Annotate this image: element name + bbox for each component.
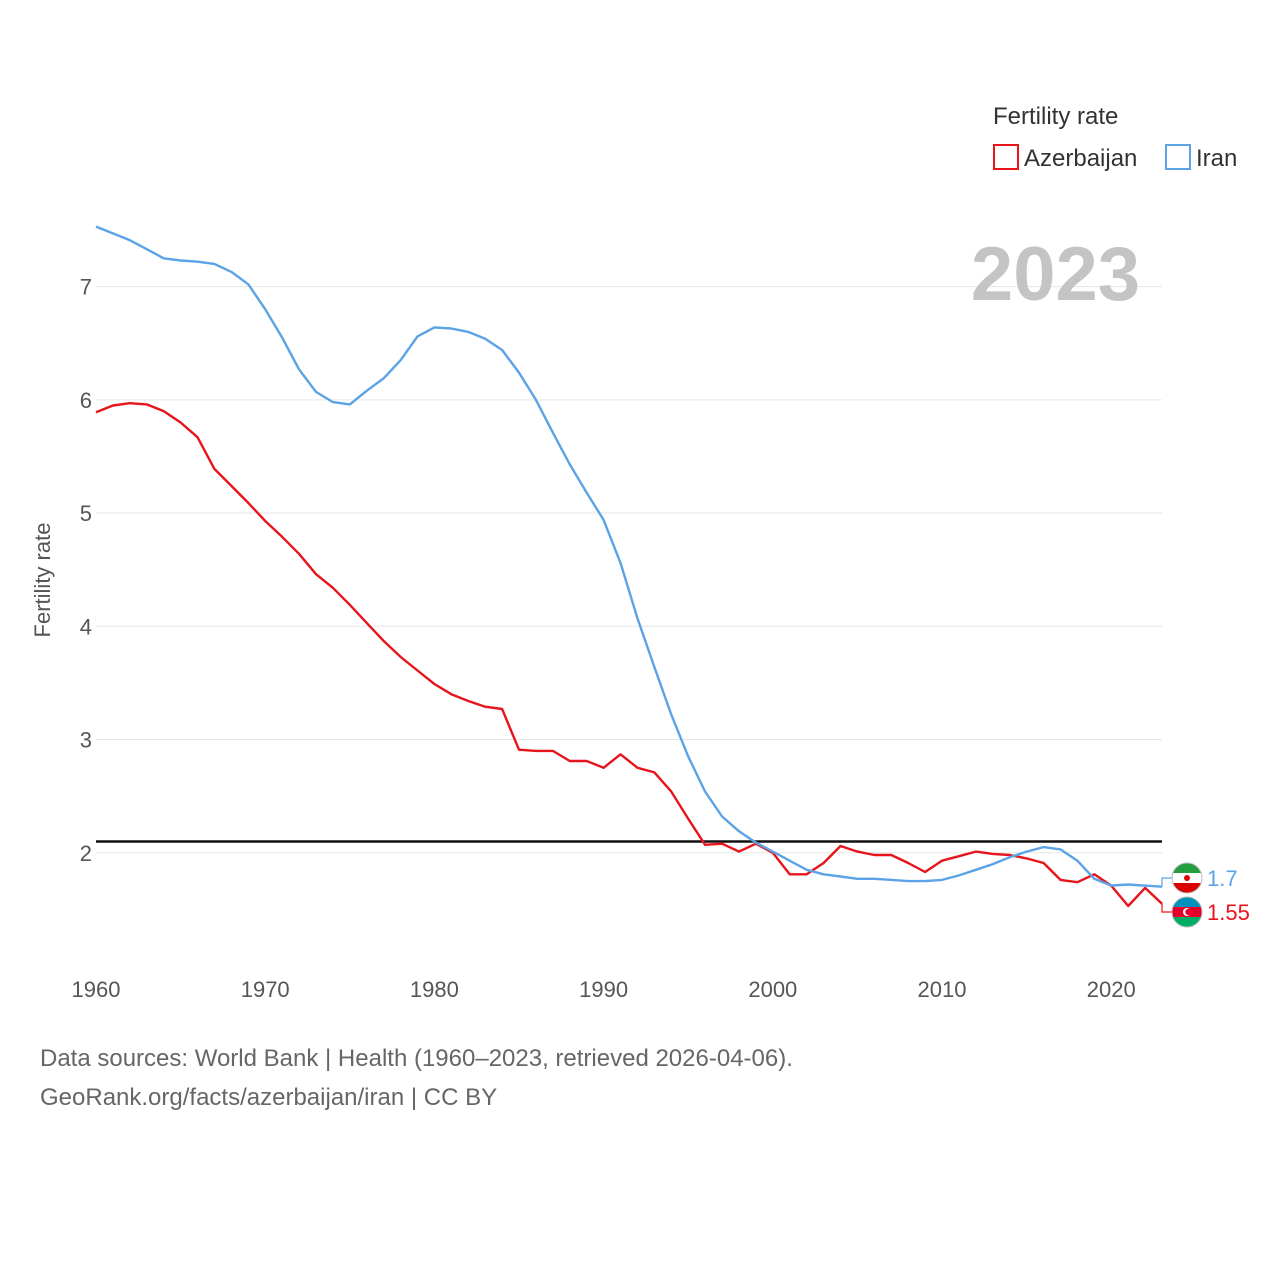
end-value-label-azerbaijan: 1.55: [1207, 900, 1250, 925]
end-value-label-iran: 1.7: [1207, 866, 1238, 891]
end-connector-iran: [1161, 877, 1172, 887]
legend-label-azerbaijan: Azerbaijan: [1024, 145, 1137, 172]
year-label: 2023: [971, 232, 1140, 317]
legend: Fertility rate Azerbaijan Iran: [993, 103, 1237, 172]
y-tick-label: 2: [80, 841, 92, 866]
flag-icon-azerbaijan: [1171, 896, 1203, 928]
y-axis-title: Fertility rate: [30, 523, 55, 638]
end-connector-azerbaijan: [1161, 903, 1172, 913]
y-tick-label: 5: [80, 501, 92, 526]
series-line-azerbaijan: [95, 402, 1163, 908]
x-tick-label: 2000: [748, 977, 797, 1002]
x-axis-ticks: 1960 1970 1980 1990 2000 2010 2020: [72, 977, 1136, 1002]
legend-title: Fertility rate: [993, 103, 1118, 130]
legend-swatch-iran: [1165, 144, 1191, 170]
series-line-iran: [95, 225, 1163, 888]
x-tick-label: 2020: [1087, 977, 1136, 1002]
x-tick-label: 1970: [241, 977, 290, 1002]
gridlines: [96, 286, 1162, 854]
series-lines: [95, 225, 1163, 908]
x-tick-label: 2010: [918, 977, 967, 1002]
x-tick-label: 1960: [72, 977, 121, 1002]
end-markers: 1.7 1.55: [1161, 862, 1250, 928]
y-axis-ticks: 2 3 4 5 6 7: [80, 275, 92, 866]
y-tick-label: 6: [80, 388, 92, 413]
x-tick-label: 1990: [579, 977, 628, 1002]
legend-swatch-azerbaijan: [993, 144, 1019, 170]
footer-sources: Data sources: World Bank | Health (1960–…: [40, 1045, 793, 1072]
x-tick-label: 1980: [410, 977, 459, 1002]
flag-icon-iran: [1171, 862, 1203, 894]
y-tick-label: 7: [80, 275, 92, 300]
y-tick-label: 3: [80, 728, 92, 753]
legend-label-iran: Iran: [1196, 145, 1237, 172]
footer-link: GeoRank.org/facts/azerbaijan/iran | CC B…: [40, 1084, 498, 1111]
y-tick-label: 4: [80, 614, 92, 639]
